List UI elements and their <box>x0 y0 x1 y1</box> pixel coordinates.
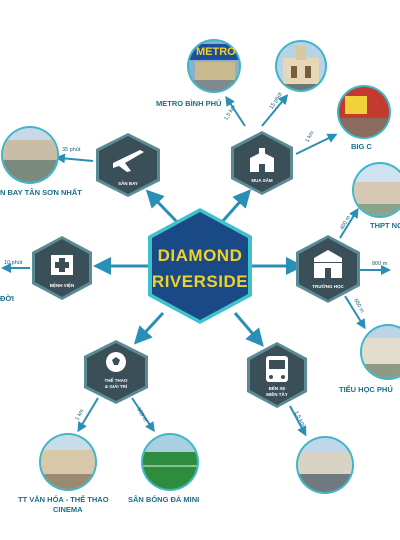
hub-hexagon-san-bay <box>96 133 160 197</box>
hub-label-truong-hoc: TRƯỜNG HỌC <box>312 284 344 289</box>
hub-hexagon-benh-vien <box>32 236 92 300</box>
photo-tt-van-hoa <box>39 433 97 491</box>
photo-tieu-hoc <box>360 324 400 380</box>
place-label-tieu-hoc: TIỂU HỌC PHÚ <box>339 385 393 394</box>
arrow-mua-sam <box>220 189 251 223</box>
hub-hexagon-mua-sam <box>231 131 293 195</box>
arrow-tan-son-nhat <box>55 153 94 164</box>
plane-icon <box>113 150 144 172</box>
hub-label-the-thao-1: THỂ THAO <box>104 378 128 383</box>
center-title-line2: RIVERSIDE <box>151 272 249 291</box>
place-label-metro: METRO BÌNH PHÚ <box>156 99 222 108</box>
arrow-tt-van-hoa <box>77 397 99 433</box>
arrow-tieu-hoc <box>344 295 366 330</box>
hub-label-san-bay: SÂN BAY <box>118 181 138 186</box>
arrow-big-c <box>295 133 338 155</box>
arrow-cho <box>261 94 289 127</box>
place-label-tt-van-hoa-1: TT VĂN HÓA - THỂ THAO <box>18 495 109 504</box>
photo-metro <box>187 39 241 93</box>
place-label-tt-van-hoa-2: CINEMA <box>53 505 83 514</box>
arrow-ben-xe <box>233 312 264 347</box>
distance-truong-right: 800 m <box>372 261 388 267</box>
center-hexagon <box>148 208 252 324</box>
hub-hexagon-the-thao <box>84 340 148 404</box>
arrow-san-bong <box>131 397 155 433</box>
distance-san-bay: 35 phút <box>62 147 81 153</box>
hub-label-ben-xe-1: BẾN XE <box>268 386 286 391</box>
connector-arrows <box>93 189 304 347</box>
photo-cho <box>275 40 327 92</box>
arrow-the-thao <box>133 311 165 345</box>
photo-tan-son-nhat <box>1 126 59 184</box>
secondary-arrows <box>1 94 391 437</box>
arrow-thpt <box>339 207 359 239</box>
center-title-line1: DIAMOND <box>157 246 243 265</box>
hub-label-benh-vien: BỆNH VIỆN <box>49 283 75 288</box>
arrow-san-bay <box>145 189 179 224</box>
market-building-icon <box>250 148 274 172</box>
arrow-ben-xe-photo <box>289 405 307 437</box>
hub-label-ben-xe-2: MIỀN TÂY <box>266 392 288 397</box>
arrow-metro <box>225 95 246 127</box>
place-label-san-bong: SÂN BÓNG ĐÁ MINI <box>128 495 200 504</box>
hub-label-mua-sam: MUA SẮM <box>251 178 273 183</box>
distance-benh-vien: 10 phút <box>4 260 23 266</box>
photo-big-c <box>337 85 391 139</box>
metro-sign-text: METRO <box>196 46 236 58</box>
place-label-big-c: BIG C <box>351 142 372 151</box>
photo-thpt <box>352 162 400 218</box>
place-label-tan-son-nhat: N BAY TÂN SƠN NHẤT <box>0 188 82 197</box>
place-label-doi: ĐỜI <box>0 294 14 303</box>
hub-hexagon-truong-hoc <box>296 235 360 303</box>
photo-ben-xe <box>296 436 354 494</box>
hub-hexagon-ben-xe <box>247 342 307 408</box>
hub-label-the-thao-2: & GIẢI TRÍ <box>104 384 128 389</box>
photo-san-bong <box>141 433 199 491</box>
place-label-thpt: THPT NG <box>370 221 400 230</box>
